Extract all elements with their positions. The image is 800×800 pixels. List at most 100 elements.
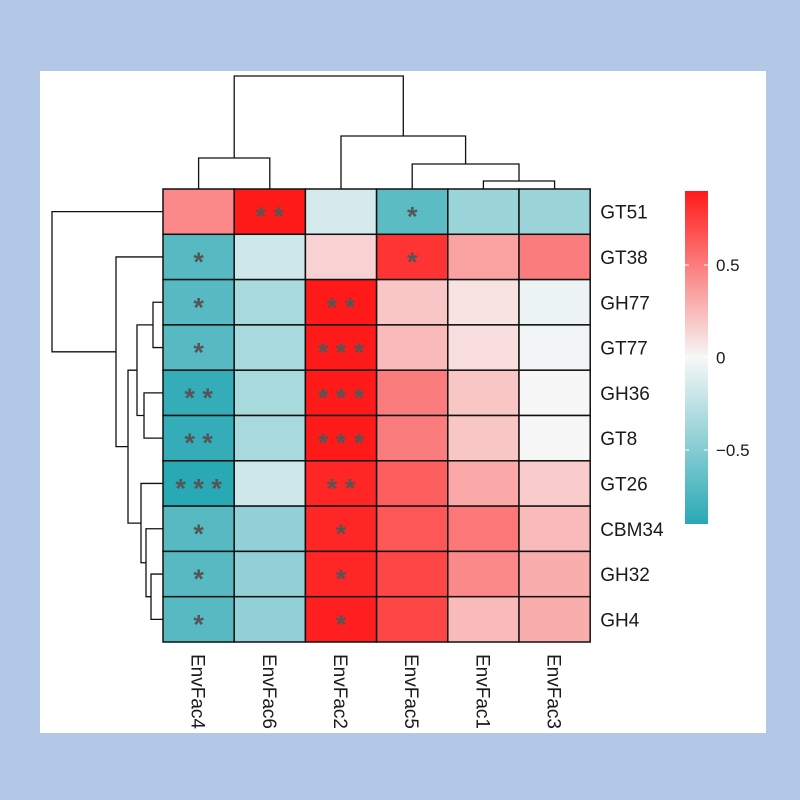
heatmap-cell-GT38-EnvFac6	[233, 233, 307, 281]
heatmap-cell-GH36-EnvFac5	[375, 369, 449, 417]
row-dendro-branch	[51, 211, 163, 353]
heatmap-cell-CBM34-EnvFac2	[304, 505, 378, 553]
row-dendro-branch	[140, 482, 163, 564]
significance-mark-GT26-EnvFac2: * *	[327, 473, 356, 503]
legend-tick-label: −0.5	[716, 441, 750, 460]
heatmap-cell-GT51-EnvFac2	[304, 188, 378, 236]
heatmap-cell-GT77-EnvFac6	[233, 324, 307, 371]
significance-mark-GT8-EnvFac2: * * *	[318, 428, 365, 458]
row-dendro-branch	[143, 392, 163, 439]
heatmap-cell-GH77-EnvFac3	[518, 278, 591, 326]
heatmap-cell-GH4-EnvFac1	[447, 595, 520, 643]
heatmap-cell-GT51-EnvFac6	[233, 188, 307, 236]
chart-panel: * * * * * * * * * * * * * * * * * * * * * * * * * * *…	[40, 71, 766, 733]
row-dendro-branch	[127, 369, 141, 524]
heatmap-cell-GH4-EnvFac4	[162, 595, 235, 643]
row-label-GT26: GT26	[600, 474, 648, 495]
significance-mark-GH36-EnvFac4: * *	[184, 383, 213, 413]
heatmap-cell-GH36-EnvFac1	[447, 369, 520, 417]
significance-mark-GT77-EnvFac4: *	[193, 338, 204, 368]
heatmap-cell-GH4-EnvFac3	[518, 595, 591, 643]
heatmap-cells	[162, 188, 591, 643]
legend-tick-label: 0	[716, 349, 725, 368]
column-label-EnvFac1: EnvFac1	[471, 654, 492, 729]
row-label-GH4: GH4	[600, 610, 640, 631]
significance-mark-GT8-EnvFac4: * *	[184, 428, 213, 458]
column-label-EnvFac6: EnvFac6	[258, 654, 279, 729]
row-dendro-branch	[145, 528, 163, 598]
row-dendro-branch	[150, 573, 163, 620]
heatmap-cell-GT26-EnvFac2	[304, 460, 378, 507]
column-label-EnvFac2: EnvFac2	[329, 654, 350, 729]
heatmap-cell-GT51-EnvFac3	[518, 188, 591, 236]
heatmap-cell-GT77-EnvFac3	[518, 324, 591, 371]
row-dendro-branch	[115, 256, 163, 448]
heatmap-cell-GT38-EnvFac3	[518, 233, 591, 281]
row-dendro-branch	[136, 324, 153, 417]
significance-mark-GH77-EnvFac2: * *	[327, 292, 356, 322]
heatmap-cell-GH77-EnvFac2	[304, 278, 378, 326]
heatmap-cell-CBM34-EnvFac5	[375, 505, 449, 553]
heatmap-cell-GH32-EnvFac2	[304, 550, 378, 598]
column-label-EnvFac4: EnvFac4	[187, 654, 208, 729]
heatmap-cell-CBM34-EnvFac3	[518, 505, 591, 553]
significance-mark-GT38-EnvFac4: *	[193, 247, 204, 277]
row-labels: GT51 GT38 GH77 GT77 GH36 GT8 GT26 CBM34 GH32 GH4	[600, 203, 664, 632]
significance-mark-GH32-EnvFac2: *	[336, 564, 347, 594]
heatmap-cell-GT26-EnvFac3	[518, 460, 591, 507]
significance-mark-CBM34-EnvFac2: *	[336, 519, 347, 549]
heatmap-cell-GT8-EnvFac1	[447, 414, 520, 462]
heatmap-cell-GT8-EnvFac6	[233, 414, 307, 462]
heatmap-cell-GH77-EnvFac6	[233, 278, 307, 326]
heatmap-cell-GH36-EnvFac6	[233, 369, 307, 417]
heatmap-cell-GH32-EnvFac4	[162, 550, 235, 598]
significance-mark-GH36-EnvFac2: * * *	[318, 383, 365, 413]
heatmap-cell-GT38-EnvFac2	[304, 233, 378, 281]
significance-mark-GH32-EnvFac4: *	[193, 564, 204, 594]
significance-mark-CBM34-EnvFac4: *	[193, 519, 204, 549]
heatmap-cell-GT8-EnvFac3	[518, 414, 591, 462]
heatmap-cell-GT26-EnvFac5	[375, 460, 449, 507]
heatmap-cell-GH4-EnvFac5	[375, 595, 449, 643]
significance-mark-GT26-EnvFac4: * * *	[175, 473, 222, 503]
column-dendrogram	[197, 75, 556, 189]
heatmap-chart: * * * * * * * * * * * * * * * * * * * * * * * * * * *…	[51, 75, 750, 729]
heatmap-cell-GT26-EnvFac1	[447, 460, 520, 507]
col-dendro-branch	[411, 163, 520, 189]
heatmap-cell-GT77-EnvFac5	[375, 324, 449, 371]
col-dendro-branch	[233, 75, 404, 158]
column-label-EnvFac3: EnvFac3	[543, 654, 564, 729]
heatmap-cell-CBM34-EnvFac1	[447, 505, 520, 553]
significance-mark-GT38-EnvFac5: *	[407, 247, 418, 277]
column-label-EnvFac5: EnvFac5	[400, 654, 421, 729]
heatmap-cell-GT51-EnvFac4	[162, 188, 235, 236]
heatmap-cell-GH32-EnvFac6	[233, 550, 307, 598]
heatmap-cell-CBM34-EnvFac6	[233, 505, 307, 553]
heatmap-cell-GT77-EnvFac1	[447, 324, 520, 371]
column-labels: EnvFac4 EnvFac6 EnvFac2 EnvFac5 EnvFac1 EnvFa…	[187, 654, 564, 729]
col-dendro-branch	[197, 157, 271, 189]
significance-mark-GT77-EnvFac2: * * *	[318, 338, 365, 368]
heatmap-cell-GT26-EnvFac6	[233, 460, 307, 507]
heatmap-cell-GT77-EnvFac2	[304, 324, 378, 371]
significance-mark-GT51-EnvFac6: * *	[256, 202, 285, 232]
row-dendrogram	[51, 211, 163, 620]
heatmap-cell-GH32-EnvFac5	[375, 550, 449, 598]
row-label-GT51: GT51	[600, 203, 648, 224]
significance-mark-GH4-EnvFac4: *	[193, 609, 204, 639]
row-label-GT8: GT8	[600, 429, 637, 450]
heatmap-cell-GT38-EnvFac1	[447, 233, 520, 281]
heatmap-cell-GH77-EnvFac5	[375, 278, 449, 326]
row-label-CBM34: CBM34	[600, 520, 664, 541]
row-label-GH32: GH32	[600, 565, 650, 586]
heatmap-cell-GT8-EnvFac5	[375, 414, 449, 462]
row-label-GH36: GH36	[600, 384, 650, 405]
heatmap-cell-GH4-EnvFac6	[233, 595, 307, 643]
legend-tick-label: 0.5	[716, 256, 740, 275]
color-legend: 0.5 0 −0.5	[685, 191, 750, 524]
significance-mark-GH77-EnvFac4: *	[193, 292, 204, 322]
heatmap-cell-GT51-EnvFac5	[375, 188, 449, 236]
heatmap-cell-GT8-EnvFac2	[304, 414, 378, 462]
legend-color-bar	[685, 191, 708, 524]
heatmap-cell-GH32-EnvFac1	[447, 550, 520, 598]
